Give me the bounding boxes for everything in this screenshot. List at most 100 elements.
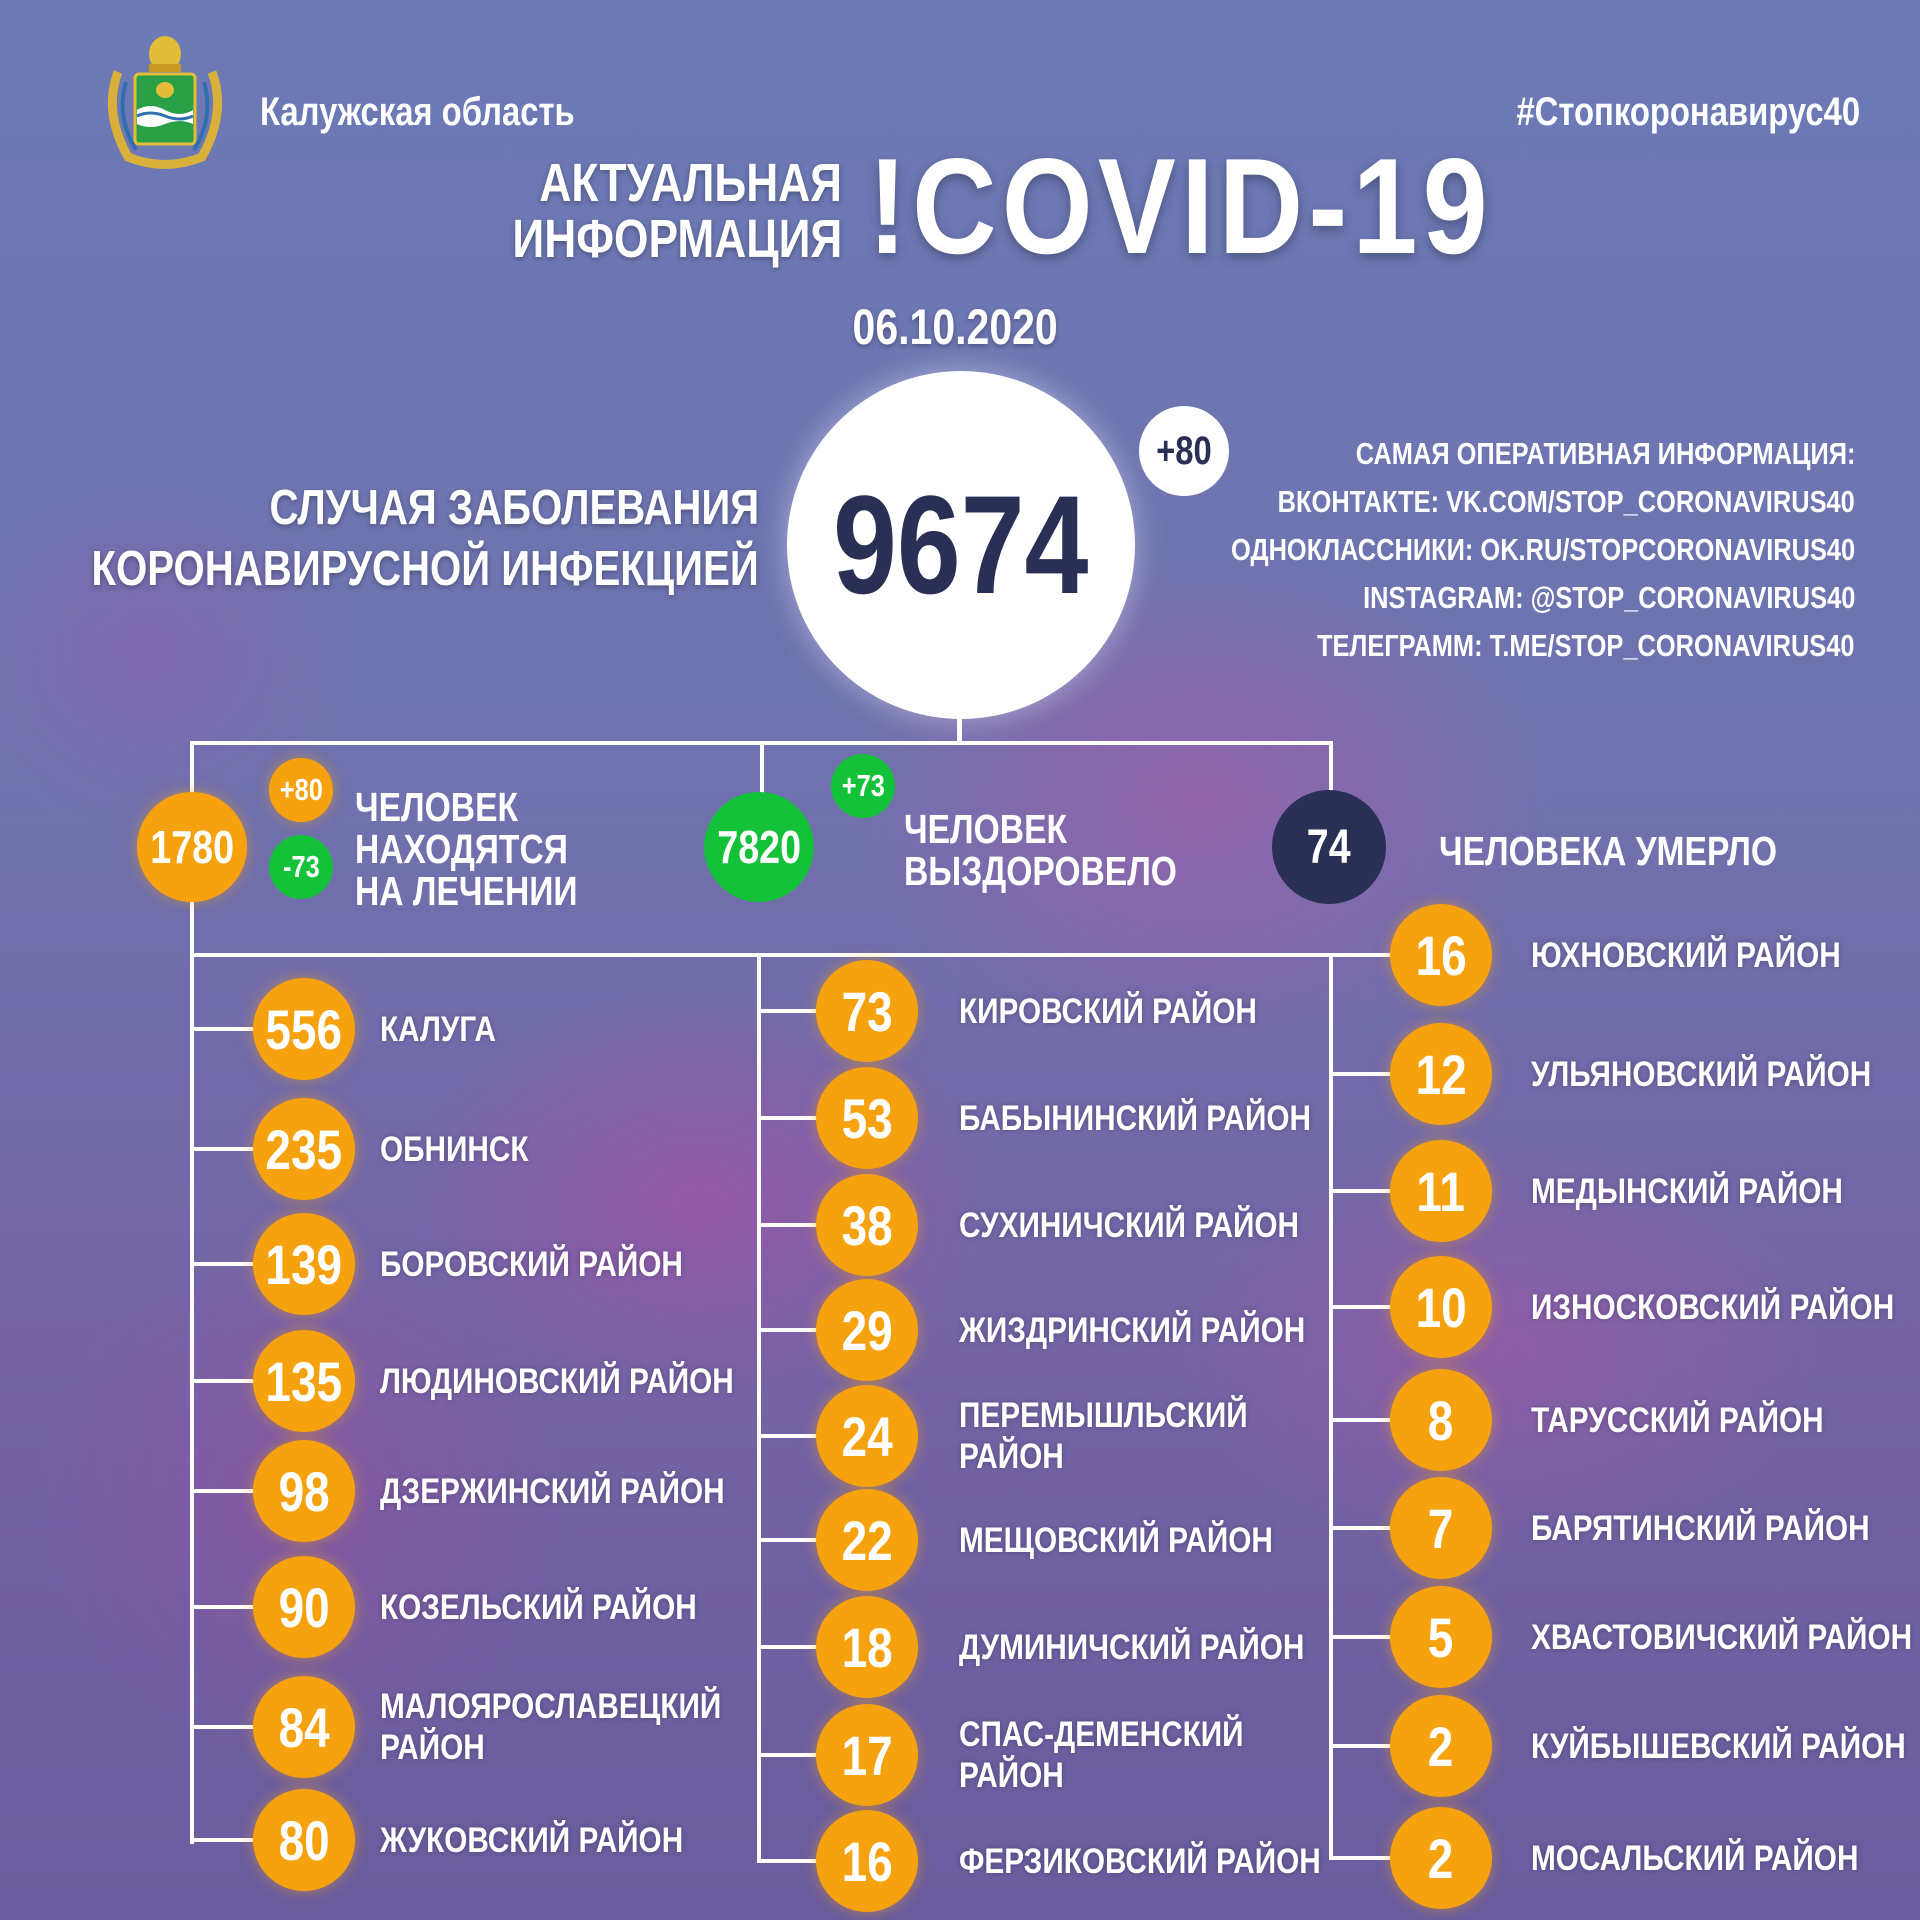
district-name: СУХИНИЧСКИЙ РАЙОН <box>959 1205 1299 1245</box>
recovered-label: ЧЕЛОВЕК ВЫЗДОРОВЕЛО <box>904 806 1177 894</box>
district-count: 8 <box>1390 1369 1492 1471</box>
treatment-label: ЧЕЛОВЕК НАХОДЯТСЯ НА ЛЕЧЕНИИ <box>355 784 578 914</box>
tree-line <box>190 953 1396 957</box>
died-circle: 74 <box>1272 790 1386 904</box>
district-name: ЮХНОВСКИЙ РАЙОН <box>1531 935 1841 975</box>
district-name: ОБНИНСК <box>380 1129 529 1169</box>
tree-branch <box>192 1027 304 1031</box>
district-count: 12 <box>1390 1023 1492 1125</box>
total-cases-value: 9674 <box>833 466 1089 623</box>
district-count: 556 <box>253 978 355 1080</box>
tree-branch <box>1331 1189 1441 1193</box>
district-count: 2 <box>1390 1807 1492 1909</box>
district-count: 17 <box>816 1704 918 1806</box>
district-name: ХВАСТОВИЧСКИЙ РАЙОН <box>1531 1617 1913 1657</box>
tree-branch <box>1331 1526 1441 1530</box>
total-cases-delta: +80 <box>1139 406 1229 496</box>
tree-line <box>1329 741 1333 801</box>
title-subtitle: АКТУАЛЬНАЯ ИНФОРМАЦИЯ <box>512 153 842 269</box>
tree-branch <box>192 1838 304 1842</box>
info-links: САМАЯ ОПЕРАТИВНАЯ ИНФОРМАЦИЯ: ВКОНТАКТЕ:… <box>1094 430 1855 670</box>
tree-branch <box>759 1116 867 1120</box>
district-name: МАЛОЯРОСЛАВЕЦКИЙ РАЙОН <box>380 1687 722 1767</box>
district-count: 235 <box>253 1098 355 1200</box>
tree-branch <box>192 1147 304 1151</box>
district-count: 11 <box>1390 1140 1492 1242</box>
district-name: ЖУКОВСКИЙ РАЙОН <box>380 1820 684 1860</box>
tree-branch <box>759 1223 867 1227</box>
telegram-link: ТЕЛЕГРАММ: T.ME/STOP_CORONAVIRUS40 <box>1317 628 1855 663</box>
total-cases-circle: 9674 <box>787 371 1135 719</box>
district-count: 16 <box>816 1810 918 1912</box>
tree-branch <box>759 1753 867 1757</box>
district-name: МОСАЛЬСКИЙ РАЙОН <box>1531 1838 1859 1878</box>
district-count: 139 <box>253 1213 355 1315</box>
recovered-circle: 7820 <box>704 792 814 902</box>
district-count: 29 <box>816 1279 918 1381</box>
district-name: ИЗНОСКОВСКИЙ РАЙОН <box>1531 1287 1895 1327</box>
district-count: 24 <box>816 1385 918 1487</box>
instagram-link: INSTAGRAM: @STOP_CORONAVIRUS40 <box>1362 580 1855 615</box>
district-count: 38 <box>816 1174 918 1276</box>
page-title: !COVID-19 <box>868 130 1493 282</box>
died-label: ЧЕЛОВЕКА УМЕРЛО <box>1439 828 1778 874</box>
district-count: 7 <box>1390 1477 1492 1579</box>
report-date: 06.10.2020 <box>852 299 1058 355</box>
district-name: БАРЯТИНСКИЙ РАЙОН <box>1531 1508 1870 1548</box>
district-name: ЛЮДИНОВСКИЙ РАЙОН <box>380 1361 734 1401</box>
district-count: 16 <box>1390 904 1492 1006</box>
tree-branch <box>1331 1418 1441 1422</box>
recovered-plus-badge: +73 <box>831 754 895 818</box>
tree-branch <box>192 1489 304 1493</box>
tree-line <box>957 715 962 745</box>
treatment-minus-badge: -73 <box>269 835 333 899</box>
district-name: МЕЩОВСКИЙ РАЙОН <box>959 1520 1273 1560</box>
district-name: ТАРУССКИЙ РАЙОН <box>1531 1400 1824 1440</box>
tree-branch <box>192 1605 304 1609</box>
district-name: ДЗЕРЖИНСКИЙ РАЙОН <box>380 1471 725 1511</box>
treatment-circle: 1780 <box>137 792 247 902</box>
district-count: 2 <box>1390 1695 1492 1797</box>
treatment-plus-badge: +80 <box>269 758 333 822</box>
tree-branch <box>759 1434 867 1438</box>
district-name: КИРОВСКИЙ РАЙОН <box>959 991 1257 1031</box>
district-name: КУЙБЫШЕВСКИЙ РАЙОН <box>1531 1726 1906 1766</box>
tree-branch <box>759 1009 867 1013</box>
district-name: БОРОВСКИЙ РАЙОН <box>380 1244 683 1284</box>
tree-line <box>190 741 194 1844</box>
region-name: Калужская область <box>260 90 575 134</box>
district-name: КАЛУГА <box>380 1009 496 1049</box>
total-cases-label: СЛУЧАЯ ЗАБОЛЕВАНИЯ КОРОНАВИРУСНОЙ ИНФЕКЦ… <box>91 481 759 596</box>
district-count: 84 <box>253 1676 355 1778</box>
tree-line <box>757 953 761 1863</box>
district-count: 53 <box>816 1067 918 1169</box>
district-count: 73 <box>816 960 918 1062</box>
tree-line <box>760 741 764 801</box>
district-name: ФЕРЗИКОВСКИЙ РАЙОН <box>959 1841 1321 1881</box>
tree-branch <box>1331 953 1441 957</box>
tree-branch <box>759 1859 867 1863</box>
tree-branch <box>1331 1072 1441 1076</box>
district-name: БАБЫНИНСКИЙ РАЙОН <box>959 1098 1311 1138</box>
info-heading: САМАЯ ОПЕРАТИВНАЯ ИНФОРМАЦИЯ: <box>1355 436 1855 471</box>
tree-branch <box>759 1328 867 1332</box>
ok-link: ОДНОКЛАССНИКИ: OK.RU/STOPCORONAVIRUS40 <box>1230 532 1855 567</box>
tree-branch <box>759 1538 867 1542</box>
district-count: 98 <box>253 1440 355 1542</box>
tree-branch <box>192 1379 304 1383</box>
district-count: 18 <box>816 1596 918 1698</box>
district-count: 10 <box>1390 1256 1492 1358</box>
coat-of-arms-icon <box>98 32 232 170</box>
hashtag: #Стопкоронавирус40 <box>1516 90 1860 134</box>
tree-branch <box>1331 1744 1441 1748</box>
district-count: 90 <box>253 1556 355 1658</box>
tree-branch <box>1331 1305 1441 1309</box>
district-name: ДУМИНИЧСКИЙ РАЙОН <box>959 1627 1305 1667</box>
district-count: 80 <box>253 1789 355 1891</box>
tree-branch <box>1331 1856 1441 1860</box>
tree-branch <box>192 1262 304 1266</box>
tree-line <box>1329 953 1333 1860</box>
tree-branch <box>192 1725 304 1729</box>
district-count: 5 <box>1390 1586 1492 1688</box>
vk-link: ВКОНТАКТЕ: VK.COM/STOP_CORONAVIRUS40 <box>1277 484 1855 519</box>
